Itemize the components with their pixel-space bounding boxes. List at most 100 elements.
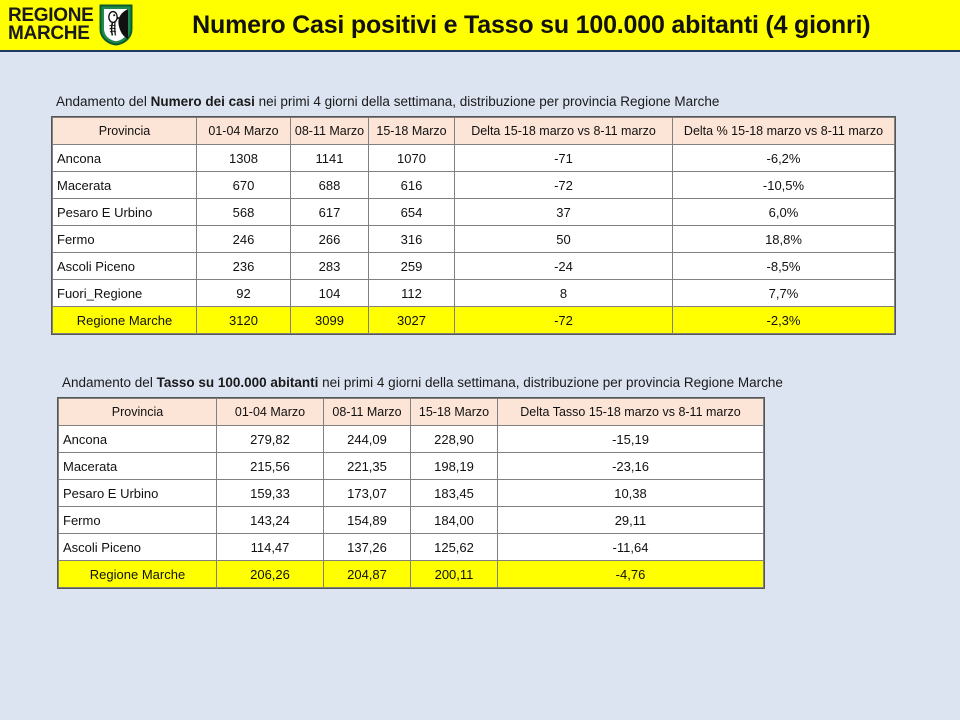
column-header-01-04-marzo: 01-04 Marzo bbox=[216, 398, 324, 426]
cell-provincia: Macerata bbox=[52, 171, 197, 199]
table-header-row: Provincia 01-04 Marzo 08-11 Marzo 15-18 … bbox=[58, 398, 764, 426]
table-row: Ascoli Piceno 236 283 259 -24 -8,5% bbox=[52, 252, 895, 280]
table-row: Macerata 215,56 221,35 198,19 -23,16 bbox=[58, 452, 764, 480]
cell-total-delta-percent: -2,3% bbox=[672, 306, 895, 334]
column-header-provincia: Provincia bbox=[52, 117, 197, 145]
table-row: Pesaro E Urbino 568 617 654 37 6,0% bbox=[52, 198, 895, 226]
cell-total-08-11: 3099 bbox=[290, 306, 369, 334]
caption-numero-casi: Andamento del Numero dei casi nei primi … bbox=[56, 94, 719, 109]
cell-01-04: 159,33 bbox=[216, 479, 324, 507]
caption-2-after: nei primi 4 giorni della settimana, dist… bbox=[318, 375, 783, 390]
title-banner: REGIONE MARCHE Numero Casi positivi e Ta… bbox=[0, 0, 960, 52]
cell-provincia: Ascoli Piceno bbox=[58, 533, 217, 561]
page-title: Numero Casi positivi e Tasso su 100.000 … bbox=[192, 10, 871, 39]
cell-01-04: 215,56 bbox=[216, 452, 324, 480]
cell-total-delta-tasso: -4,76 bbox=[497, 560, 764, 588]
cell-delta: -24 bbox=[454, 252, 673, 280]
column-header-01-04-marzo: 01-04 Marzo bbox=[196, 117, 291, 145]
logo-wordmark: REGIONE MARCHE bbox=[8, 5, 94, 44]
caption-1-bold: Numero dei casi bbox=[150, 94, 255, 109]
cell-delta-percent: 6,0% bbox=[672, 198, 895, 226]
cell-15-18: 228,90 bbox=[410, 425, 498, 453]
cell-delta: 50 bbox=[454, 225, 673, 253]
cell-delta: -72 bbox=[454, 171, 673, 199]
cell-01-04: 670 bbox=[196, 171, 291, 199]
cell-total-01-04: 3120 bbox=[196, 306, 291, 334]
cell-01-04: 279,82 bbox=[216, 425, 324, 453]
cell-15-18: 616 bbox=[368, 171, 455, 199]
cell-08-11: 104 bbox=[290, 279, 369, 307]
cell-total-08-11: 204,87 bbox=[323, 560, 411, 588]
cell-delta-percent: -10,5% bbox=[672, 171, 895, 199]
column-header-provincia: Provincia bbox=[58, 398, 217, 426]
table-row: Ancona 1308 1141 1070 -71 -6,2% bbox=[52, 144, 895, 172]
cell-provincia: Macerata bbox=[58, 452, 217, 480]
caption-1-after: nei primi 4 giorni della settimana, dist… bbox=[254, 94, 720, 109]
table-tasso: Provincia 01-04 Marzo 08-11 Marzo 15-18 … bbox=[57, 397, 765, 589]
cell-provincia: Ancona bbox=[52, 144, 197, 172]
cell-total-15-18: 3027 bbox=[368, 306, 455, 334]
cell-08-11: 244,09 bbox=[323, 425, 411, 453]
cell-01-04: 236 bbox=[196, 252, 291, 280]
table-row: Ancona 279,82 244,09 228,90 -15,19 bbox=[58, 425, 764, 453]
cell-delta: -71 bbox=[454, 144, 673, 172]
cell-15-18: 198,19 bbox=[410, 452, 498, 480]
cell-provincia: Fuori_Regione bbox=[52, 279, 197, 307]
cell-delta-percent: -8,5% bbox=[672, 252, 895, 280]
cell-delta-tasso: -23,16 bbox=[497, 452, 764, 480]
cell-provincia: Ancona bbox=[58, 425, 217, 453]
cell-08-11: 283 bbox=[290, 252, 369, 280]
cell-08-11: 1141 bbox=[290, 144, 369, 172]
cell-08-11: 221,35 bbox=[323, 452, 411, 480]
caption-1-before: Andamento del bbox=[56, 94, 151, 109]
column-header-delta-tasso: Delta Tasso 15-18 marzo vs 8-11 marzo bbox=[497, 398, 764, 426]
cell-delta-tasso: -11,64 bbox=[497, 533, 764, 561]
table-numero-casi: Provincia 01-04 Marzo 08-11 Marzo 15-18 … bbox=[51, 116, 896, 335]
cell-15-18: 259 bbox=[368, 252, 455, 280]
cell-08-11: 617 bbox=[290, 198, 369, 226]
cell-provincia: Pesaro E Urbino bbox=[58, 479, 217, 507]
cell-provincia: Ascoli Piceno bbox=[52, 252, 197, 280]
table-total-row: Regione Marche 3120 3099 3027 -72 -2,3% bbox=[52, 306, 895, 334]
cell-08-11: 266 bbox=[290, 225, 369, 253]
cell-15-18: 112 bbox=[368, 279, 455, 307]
cell-01-04: 568 bbox=[196, 198, 291, 226]
cell-delta: 8 bbox=[454, 279, 673, 307]
logo-line-2: MARCHE bbox=[8, 23, 90, 44]
table-total-row: Regione Marche 206,26 204,87 200,11 -4,7… bbox=[58, 560, 764, 588]
cell-01-04: 114,47 bbox=[216, 533, 324, 561]
cell-08-11: 137,26 bbox=[323, 533, 411, 561]
cell-15-18: 316 bbox=[368, 225, 455, 253]
table-row: Fuori_Regione 92 104 112 8 7,7% bbox=[52, 279, 895, 307]
table-row: Fermo 246 266 316 50 18,8% bbox=[52, 225, 895, 253]
table-row: Pesaro E Urbino 159,33 173,07 183,45 10,… bbox=[58, 479, 764, 507]
cell-01-04: 143,24 bbox=[216, 506, 324, 534]
caption-2-bold: Tasso su 100.000 abitanti bbox=[156, 375, 319, 390]
cell-total-15-18: 200,11 bbox=[410, 560, 498, 588]
cell-08-11: 154,89 bbox=[323, 506, 411, 534]
cell-delta-percent: 18,8% bbox=[672, 225, 895, 253]
cell-total-01-04: 206,26 bbox=[216, 560, 324, 588]
caption-tasso: Andamento del Tasso su 100.000 abitanti … bbox=[62, 375, 783, 390]
logo-line-1: REGIONE bbox=[8, 5, 94, 27]
table-row: Fermo 143,24 154,89 184,00 29,11 bbox=[58, 506, 764, 534]
caption-2-before: Andamento del bbox=[62, 375, 157, 390]
cell-delta: 37 bbox=[454, 198, 673, 226]
cell-total-label: Regione Marche bbox=[52, 306, 197, 334]
cell-delta-tasso: 29,11 bbox=[497, 506, 764, 534]
cell-provincia: Fermo bbox=[58, 506, 217, 534]
cell-15-18: 1070 bbox=[368, 144, 455, 172]
cell-delta-percent: -6,2% bbox=[672, 144, 895, 172]
column-header-15-18-marzo: 15-18 Marzo bbox=[368, 117, 455, 145]
cell-provincia: Fermo bbox=[52, 225, 197, 253]
cell-total-delta: -72 bbox=[454, 306, 673, 334]
column-header-08-11-marzo: 08-11 Marzo bbox=[323, 398, 411, 426]
cell-15-18: 125,62 bbox=[410, 533, 498, 561]
cell-01-04: 246 bbox=[196, 225, 291, 253]
table-row: Macerata 670 688 616 -72 -10,5% bbox=[52, 171, 895, 199]
cell-delta-tasso: -15,19 bbox=[497, 425, 764, 453]
cell-01-04: 1308 bbox=[196, 144, 291, 172]
cell-15-18: 183,45 bbox=[410, 479, 498, 507]
table-header-row: Provincia 01-04 Marzo 08-11 Marzo 15-18 … bbox=[52, 117, 895, 145]
cell-01-04: 92 bbox=[196, 279, 291, 307]
